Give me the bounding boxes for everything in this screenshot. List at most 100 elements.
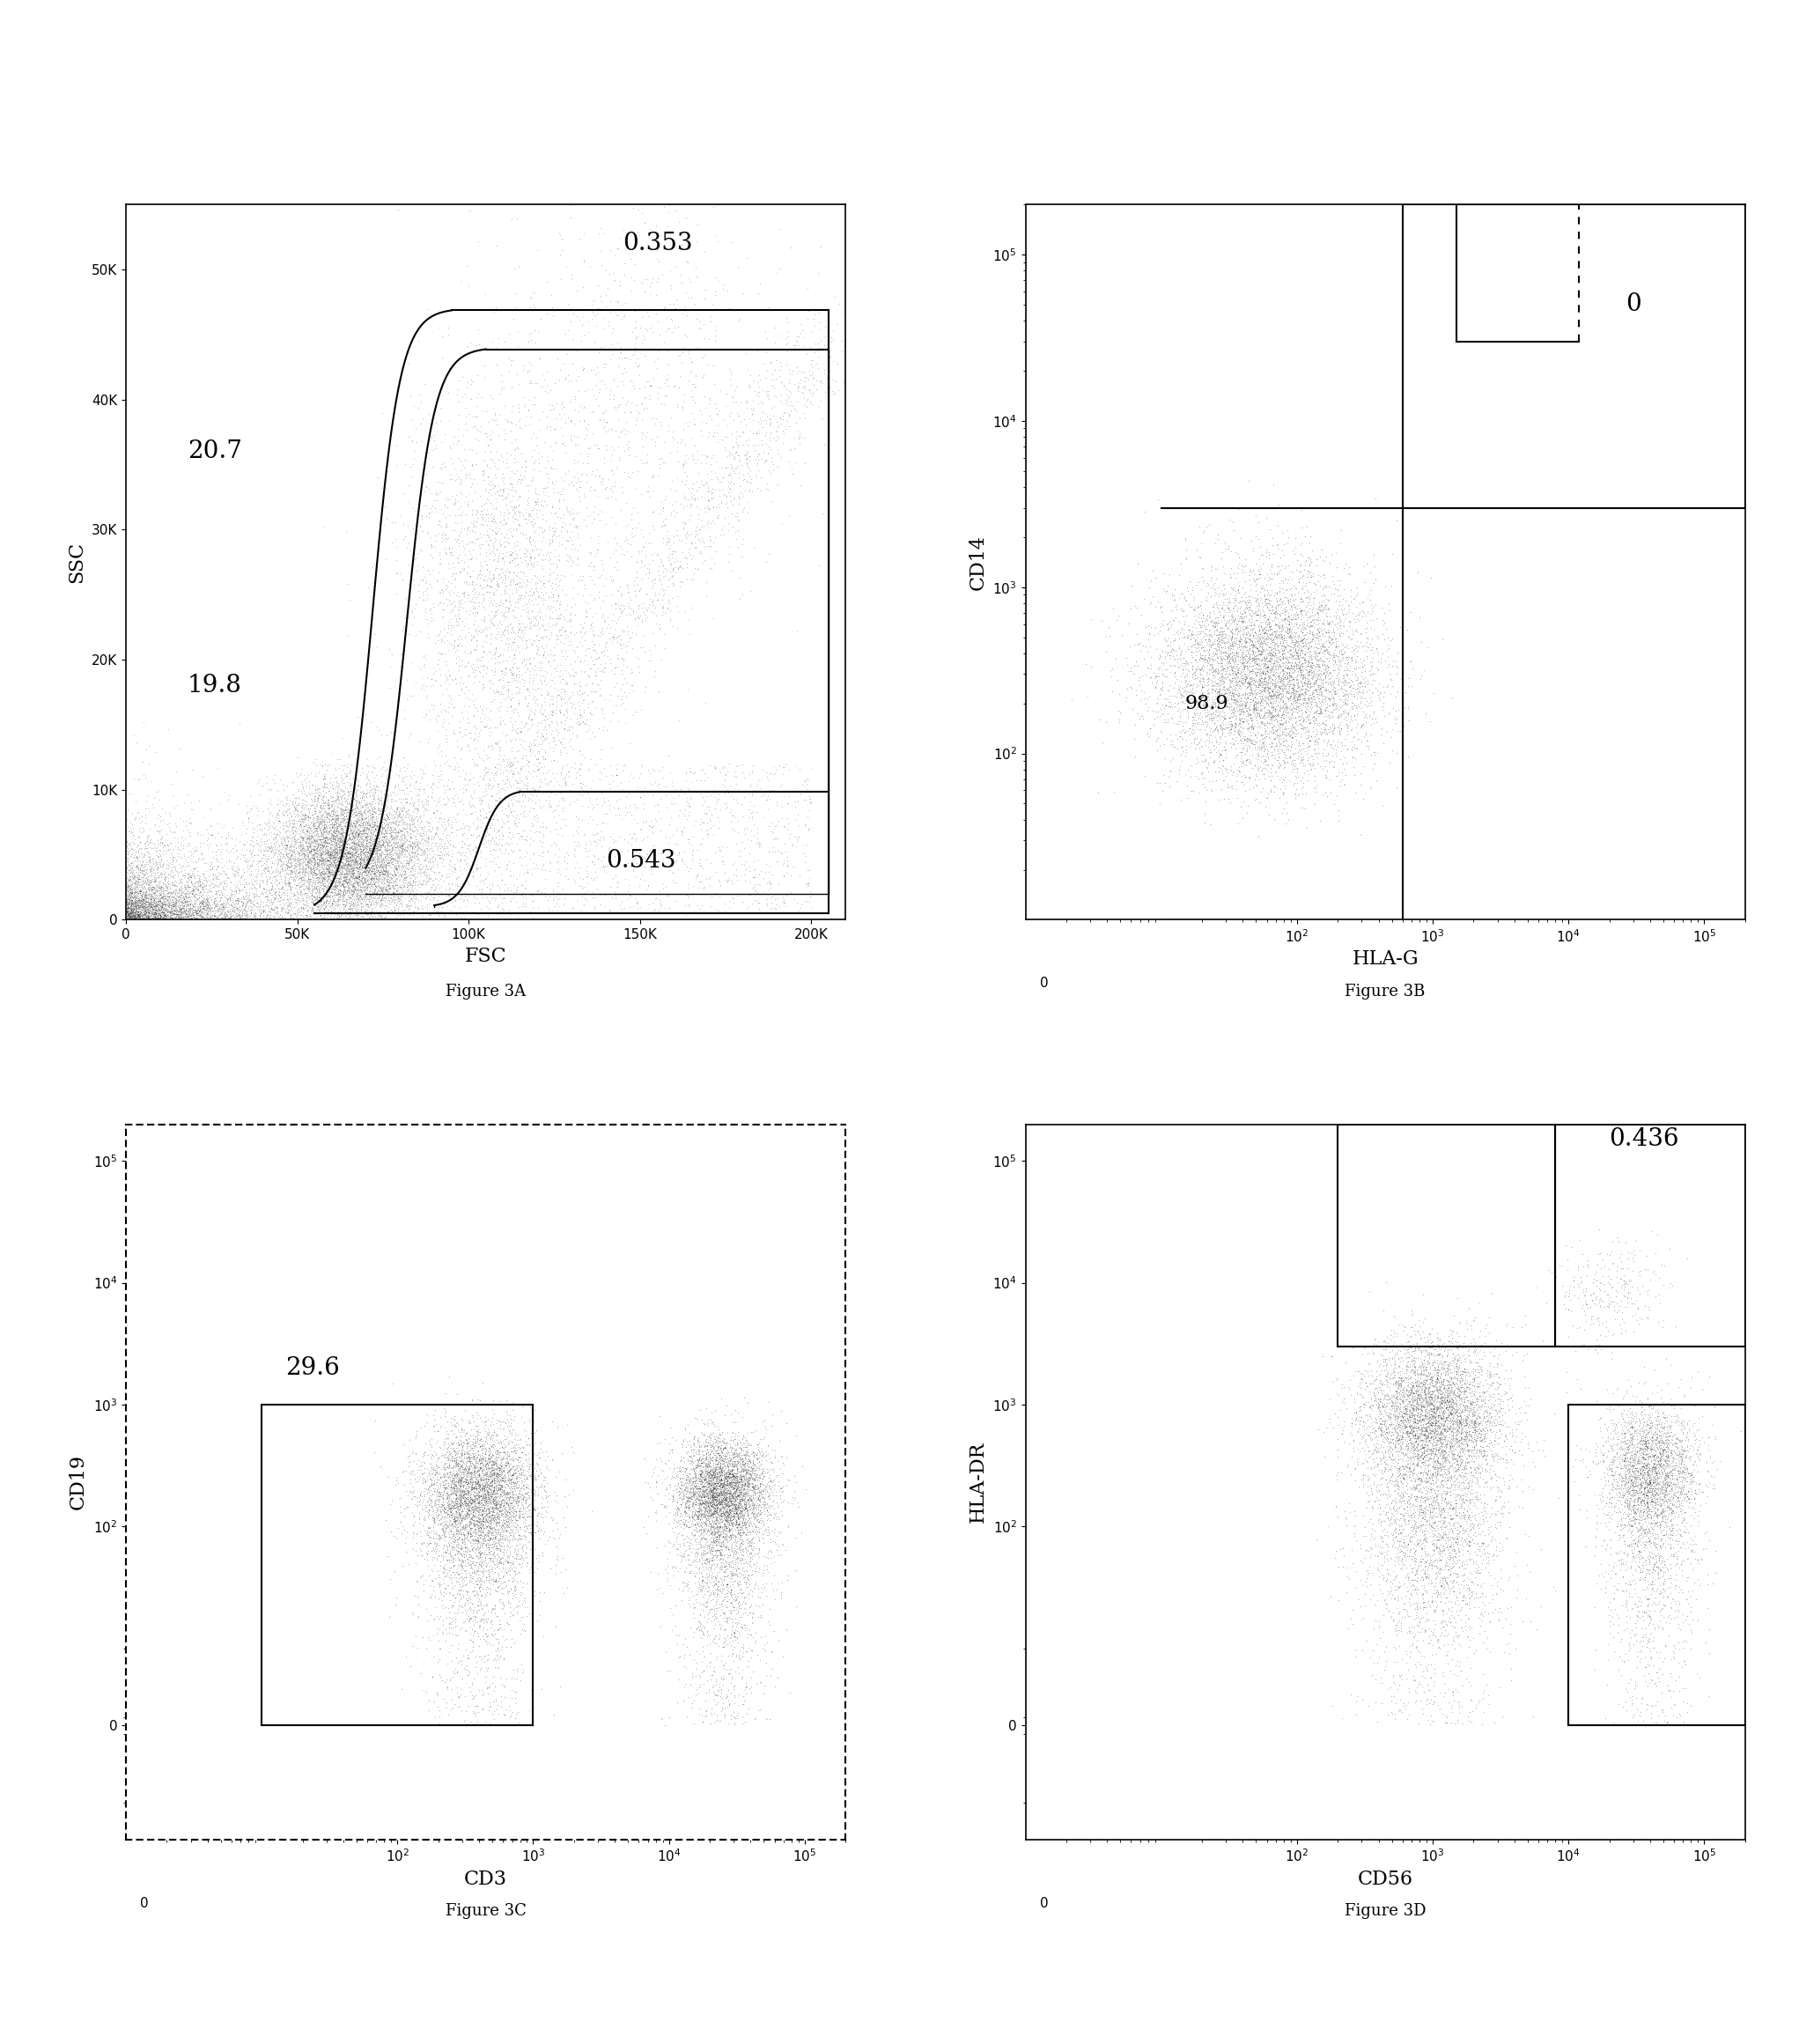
Point	[622, 791, 651, 824]
Point	[1173, 609, 1202, 642]
Point	[1229, 705, 1258, 738]
Point	[493, 1457, 522, 1490]
Point	[477, 1457, 506, 1490]
Point	[1401, 1441, 1430, 1474]
Point	[1648, 1476, 1677, 1508]
Point	[396, 893, 425, 926]
Point	[1247, 632, 1275, 664]
Point	[327, 836, 356, 869]
Point	[1428, 1363, 1457, 1396]
Point	[317, 828, 345, 861]
Point	[752, 1549, 781, 1582]
Point	[696, 1498, 725, 1531]
Point	[1265, 752, 1293, 785]
Point	[1394, 1615, 1423, 1647]
Point	[448, 513, 477, 546]
Point	[139, 887, 167, 920]
Point	[317, 826, 345, 858]
Point	[291, 881, 320, 914]
Point	[1452, 1380, 1481, 1412]
Point	[428, 1388, 457, 1421]
Point	[511, 540, 540, 572]
Point	[729, 1445, 757, 1478]
Point	[586, 777, 615, 809]
Point	[304, 830, 333, 863]
Point	[1470, 1376, 1499, 1408]
Point	[367, 809, 396, 842]
Point	[455, 1560, 484, 1592]
Point	[1250, 672, 1279, 705]
Point	[1650, 1386, 1678, 1419]
Point	[703, 783, 732, 816]
Point	[293, 816, 322, 848]
Point	[1410, 1484, 1439, 1517]
Point	[1585, 1414, 1614, 1447]
Point	[1270, 660, 1299, 693]
Point	[299, 854, 327, 887]
Point	[1605, 1464, 1633, 1496]
Point	[1130, 495, 1159, 527]
Point	[1272, 797, 1301, 830]
Point	[1475, 1396, 1504, 1429]
Point	[658, 554, 687, 587]
Point	[1232, 711, 1261, 744]
Point	[1650, 1476, 1678, 1508]
Point	[475, 1707, 504, 1739]
Point	[284, 901, 313, 934]
Point	[1315, 689, 1344, 722]
Point	[399, 899, 428, 932]
Point	[171, 903, 200, 936]
Point	[275, 854, 304, 887]
Point	[1308, 607, 1337, 640]
Point	[1412, 1320, 1441, 1353]
Point	[718, 1531, 747, 1564]
Point	[1380, 1425, 1409, 1457]
Point	[335, 885, 363, 918]
Point	[1633, 1447, 1662, 1480]
Point	[730, 1464, 759, 1496]
Point	[133, 836, 162, 869]
Point	[1302, 603, 1331, 636]
Point	[1153, 687, 1182, 719]
Point	[480, 1488, 509, 1521]
Point	[678, 1466, 707, 1498]
Point	[353, 869, 381, 901]
Point	[1252, 670, 1281, 703]
Point	[1403, 1645, 1432, 1678]
Point	[1637, 1578, 1666, 1611]
Point	[1621, 1459, 1650, 1492]
Point	[435, 1492, 464, 1525]
Point	[736, 1506, 765, 1539]
Point	[198, 901, 227, 934]
Point	[1229, 705, 1258, 738]
Point	[347, 875, 376, 908]
Point	[486, 1484, 515, 1517]
Point	[300, 856, 329, 889]
Point	[1662, 1701, 1691, 1733]
Point	[385, 889, 414, 922]
Point	[498, 1414, 527, 1447]
Point	[655, 1508, 684, 1541]
Point	[723, 1396, 752, 1429]
Point	[700, 1423, 729, 1455]
Point	[318, 828, 347, 861]
Point	[362, 873, 390, 905]
Point	[506, 1523, 534, 1555]
Point	[673, 1474, 702, 1506]
Point	[482, 1549, 511, 1582]
Point	[300, 848, 329, 881]
Point	[189, 889, 218, 922]
Point	[1200, 644, 1229, 677]
Point	[441, 564, 470, 597]
Point	[1225, 597, 1254, 630]
Point	[1301, 636, 1329, 668]
Point	[1247, 734, 1275, 766]
Point	[122, 828, 151, 861]
Point	[466, 1555, 495, 1588]
Point	[1439, 1533, 1468, 1566]
Point	[236, 848, 264, 881]
Point	[444, 861, 473, 893]
Point	[1371, 1380, 1400, 1412]
Point	[709, 1431, 738, 1464]
Point	[131, 883, 160, 916]
